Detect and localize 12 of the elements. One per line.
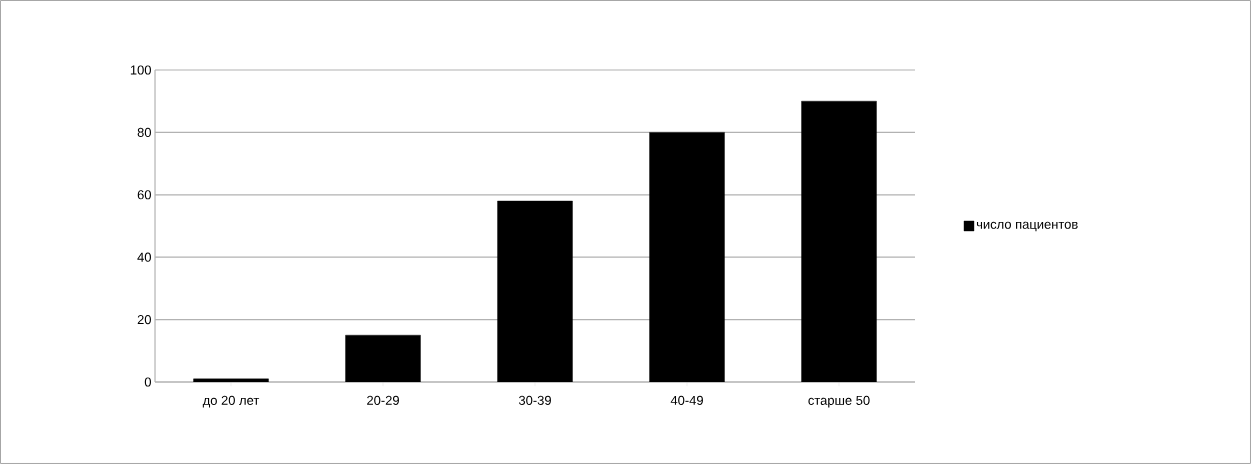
y-tick-label: 80 [137,127,151,137]
y-tick-label: 40 [137,252,151,262]
y-tick-label: 100 [130,65,151,75]
y-tick-label: 0 [144,377,151,387]
x-tick-label: 40-49 [670,395,703,405]
x-tick-label: 30-39 [518,395,551,405]
x-tick-label: 20-29 [367,395,399,405]
x-tick-label: старше 50 [808,395,870,408]
y-tick-label: 60 [137,190,151,200]
y-tick-label: 20 [137,315,151,325]
legend-label: число пациентов [976,221,1078,232]
x-tick-label: до 20 лет [202,395,260,408]
